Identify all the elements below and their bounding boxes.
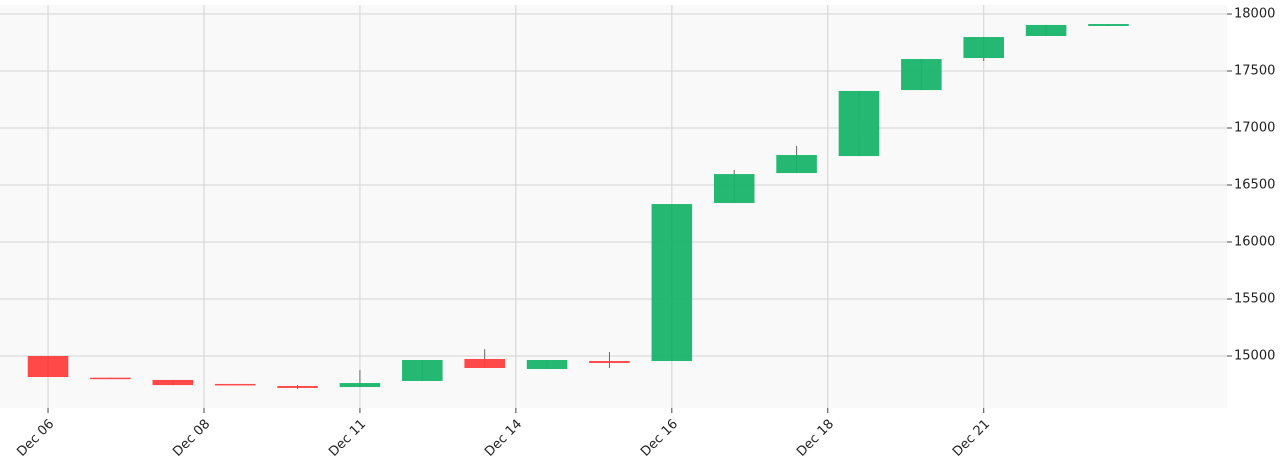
plot-area xyxy=(0,5,1227,408)
y-tick-label: 17000 xyxy=(1234,121,1275,136)
x-tick-label: Dec 18 xyxy=(794,417,837,460)
y-tick-label: 17500 xyxy=(1234,64,1275,79)
candle-body xyxy=(27,356,69,377)
y-tick-label: 16000 xyxy=(1234,235,1275,250)
candle-body xyxy=(402,360,443,381)
candle-body xyxy=(152,379,194,386)
x-tick-label: Dec 14 xyxy=(482,417,525,460)
candle-body xyxy=(776,155,817,174)
x-tick-label: Dec 16 xyxy=(638,417,681,460)
y-tick-label: 18000 xyxy=(1234,7,1275,22)
x-tick-label: Dec 06 xyxy=(14,417,57,460)
candle-body xyxy=(277,385,318,388)
candle-body xyxy=(838,90,880,157)
candle-body xyxy=(713,174,755,204)
candle-body xyxy=(214,383,256,386)
candle-body xyxy=(901,59,942,91)
y-tick-label: 15500 xyxy=(1234,292,1275,307)
candle-body xyxy=(1025,24,1067,37)
x-tick-label: Dec 21 xyxy=(950,417,993,460)
candle-body xyxy=(1088,24,1129,26)
candle-body xyxy=(526,360,568,370)
y-tick-label: 16500 xyxy=(1234,178,1275,193)
candle-body xyxy=(90,377,131,380)
candle-body xyxy=(963,37,1004,59)
x-tick-label: Dec 08 xyxy=(170,417,213,460)
y-tick-label: 15000 xyxy=(1234,349,1275,364)
x-tick-label: Dec 11 xyxy=(326,417,369,460)
candle-body xyxy=(589,361,630,363)
candle-body xyxy=(339,383,381,388)
candle-body xyxy=(464,358,505,368)
candle-body xyxy=(651,204,693,362)
